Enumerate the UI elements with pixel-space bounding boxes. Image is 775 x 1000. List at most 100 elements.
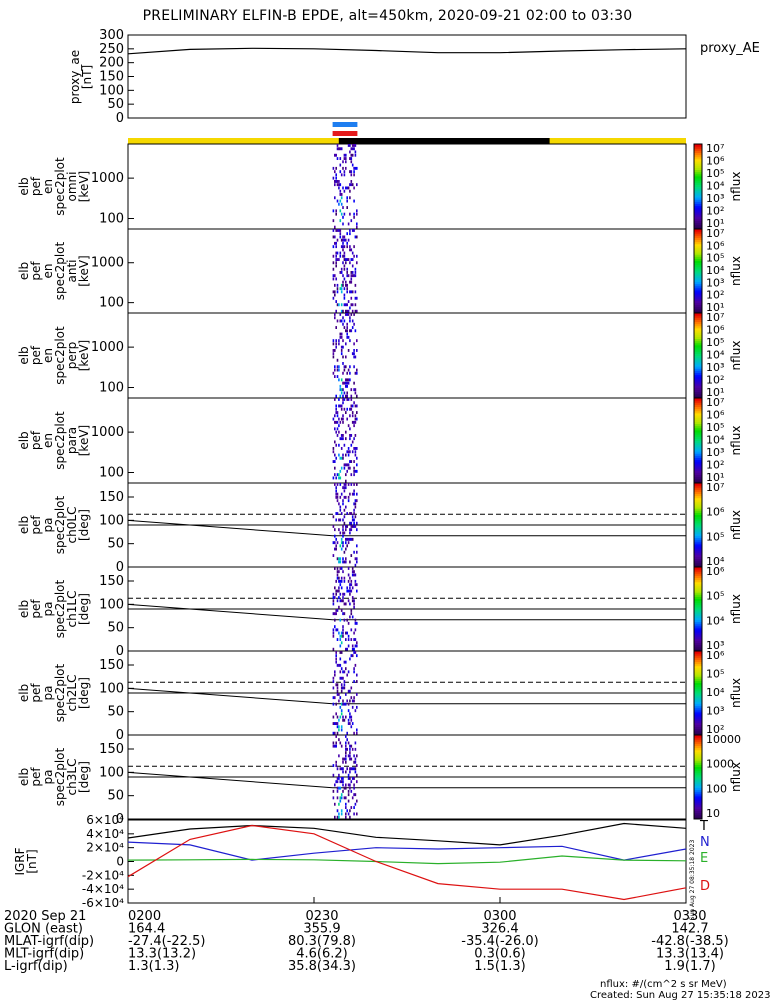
- spec-pixel: [342, 414, 344, 418]
- spec-pixel: [334, 815, 336, 819]
- spec-pixel: [332, 355, 335, 359]
- spec-pixel: [334, 541, 336, 545]
- spec-pixel: [340, 579, 343, 583]
- spec-pixel: [339, 271, 342, 274]
- spec-pixel: [343, 398, 346, 401]
- spec-pixel: [345, 381, 347, 385]
- ytick-label: 1000: [91, 340, 124, 355]
- ytick-label: 50: [107, 789, 124, 804]
- loss-cone-line: [127, 603, 686, 621]
- proxy-ae-ytick-label: 100: [99, 83, 124, 98]
- spec-pixel: [340, 271, 343, 274]
- colorbar-segment: [694, 404, 702, 408]
- proxy-ae-ytick-label: 200: [99, 56, 124, 71]
- colorbar-segment: [694, 602, 702, 606]
- spec-pixel: [350, 160, 353, 164]
- spec-pixel: [342, 417, 344, 421]
- spec-pixel: [347, 777, 350, 780]
- spec-pixel: [336, 715, 339, 719]
- colorbar-segment: [694, 340, 702, 344]
- spec-pixel: [334, 375, 336, 378]
- colorbar-tick-label: 10⁷: [706, 227, 724, 240]
- spec-pixel: [334, 547, 336, 551]
- colorbar-segment: [694, 525, 702, 528]
- spec-pixel: [351, 404, 354, 408]
- spec-pixel: [356, 621, 358, 625]
- spec-pixel: [349, 170, 351, 174]
- spec-pixel: [354, 741, 357, 745]
- colorbar-segment: [694, 207, 702, 211]
- colorbar-segment: [694, 216, 702, 219]
- spec-pixel: [335, 209, 337, 213]
- spec-pixel: [340, 245, 343, 249]
- spec-pixel: [356, 589, 358, 593]
- spec-pixel: [353, 483, 355, 486]
- colorbar-tick-label: 10⁶: [706, 649, 725, 662]
- spec-pixel: [335, 241, 337, 245]
- ylabel-pa_ch1-line: elb: [17, 600, 31, 618]
- colorbar-segment: [694, 429, 702, 433]
- spec-pixel: [342, 560, 344, 564]
- spec-pixel: [347, 186, 350, 190]
- ytick-label: 50: [107, 705, 124, 720]
- spec-pixel: [343, 296, 346, 300]
- spec-pixel: [356, 469, 358, 473]
- spec-pixel: [356, 641, 358, 645]
- spec-pixel: [343, 212, 346, 216]
- spec-pixel: [356, 404, 358, 408]
- spec-pixel: [336, 815, 339, 819]
- spec-pixel: [340, 541, 343, 545]
- igrf-ytick-label: -2×10⁴: [82, 868, 124, 882]
- colorbar-tick-label: 10²: [706, 374, 724, 387]
- spec-pixel: [347, 702, 350, 706]
- spec-pixel: [338, 777, 340, 780]
- spec-pixel: [347, 783, 350, 787]
- spec-pixel: [332, 176, 335, 180]
- spec-pixel: [347, 567, 350, 570]
- spec-pixel: [336, 638, 339, 641]
- spec-pixel: [334, 293, 336, 297]
- spec-pixel: [345, 638, 347, 641]
- spec-pixel: [338, 443, 340, 447]
- spec-pixel: [356, 754, 358, 758]
- spec-pixel: [336, 796, 339, 800]
- colorbar-segment: [694, 410, 702, 414]
- spec-pixel: [353, 349, 355, 352]
- spec-pixel: [334, 483, 336, 486]
- colorbar-segment: [694, 391, 702, 395]
- colorbar-segment: [694, 548, 702, 551]
- colorbar-segment: [694, 338, 702, 342]
- spec-pixel: [332, 686, 335, 690]
- igrf-series-N: [127, 841, 687, 861]
- spec-pixel: [336, 599, 339, 603]
- spec-pixel: [340, 147, 343, 151]
- spec-pixel: [349, 427, 351, 431]
- spec-pixel: [339, 657, 342, 661]
- colorbar-segment: [694, 383, 702, 386]
- spec-pixel: [346, 378, 348, 382]
- colorbar-tick-label: 10³: [706, 639, 724, 652]
- ephem-value: -27.4(-22.5): [128, 934, 205, 949]
- colorbar-segment: [694, 663, 702, 667]
- colorbar-segment: [694, 510, 702, 513]
- spec-pixel: [338, 560, 340, 564]
- spec-pixel: [347, 495, 350, 499]
- spec-pixel: [354, 329, 357, 333]
- colorbar-segment: [694, 361, 702, 365]
- ytick-label: 1000: [91, 425, 124, 440]
- colorbar-segment: [694, 705, 702, 709]
- spec-pixel: [354, 638, 357, 641]
- spec-pixel: [346, 245, 348, 249]
- colorbar-segment: [694, 323, 702, 327]
- spec-pixel: [349, 815, 351, 819]
- spec-pixel: [338, 186, 340, 190]
- colorbar-tick-label: 10¹: [706, 386, 724, 399]
- colorbar-segment: [694, 402, 702, 405]
- spec-pixel: [339, 796, 342, 800]
- colorbar-segment: [694, 266, 702, 270]
- spec-pixel: [336, 283, 339, 287]
- spec-pixel: [343, 254, 346, 258]
- spec-pixel: [354, 747, 357, 751]
- ylabel-pa_ch2-line: ch2LC: [65, 675, 79, 712]
